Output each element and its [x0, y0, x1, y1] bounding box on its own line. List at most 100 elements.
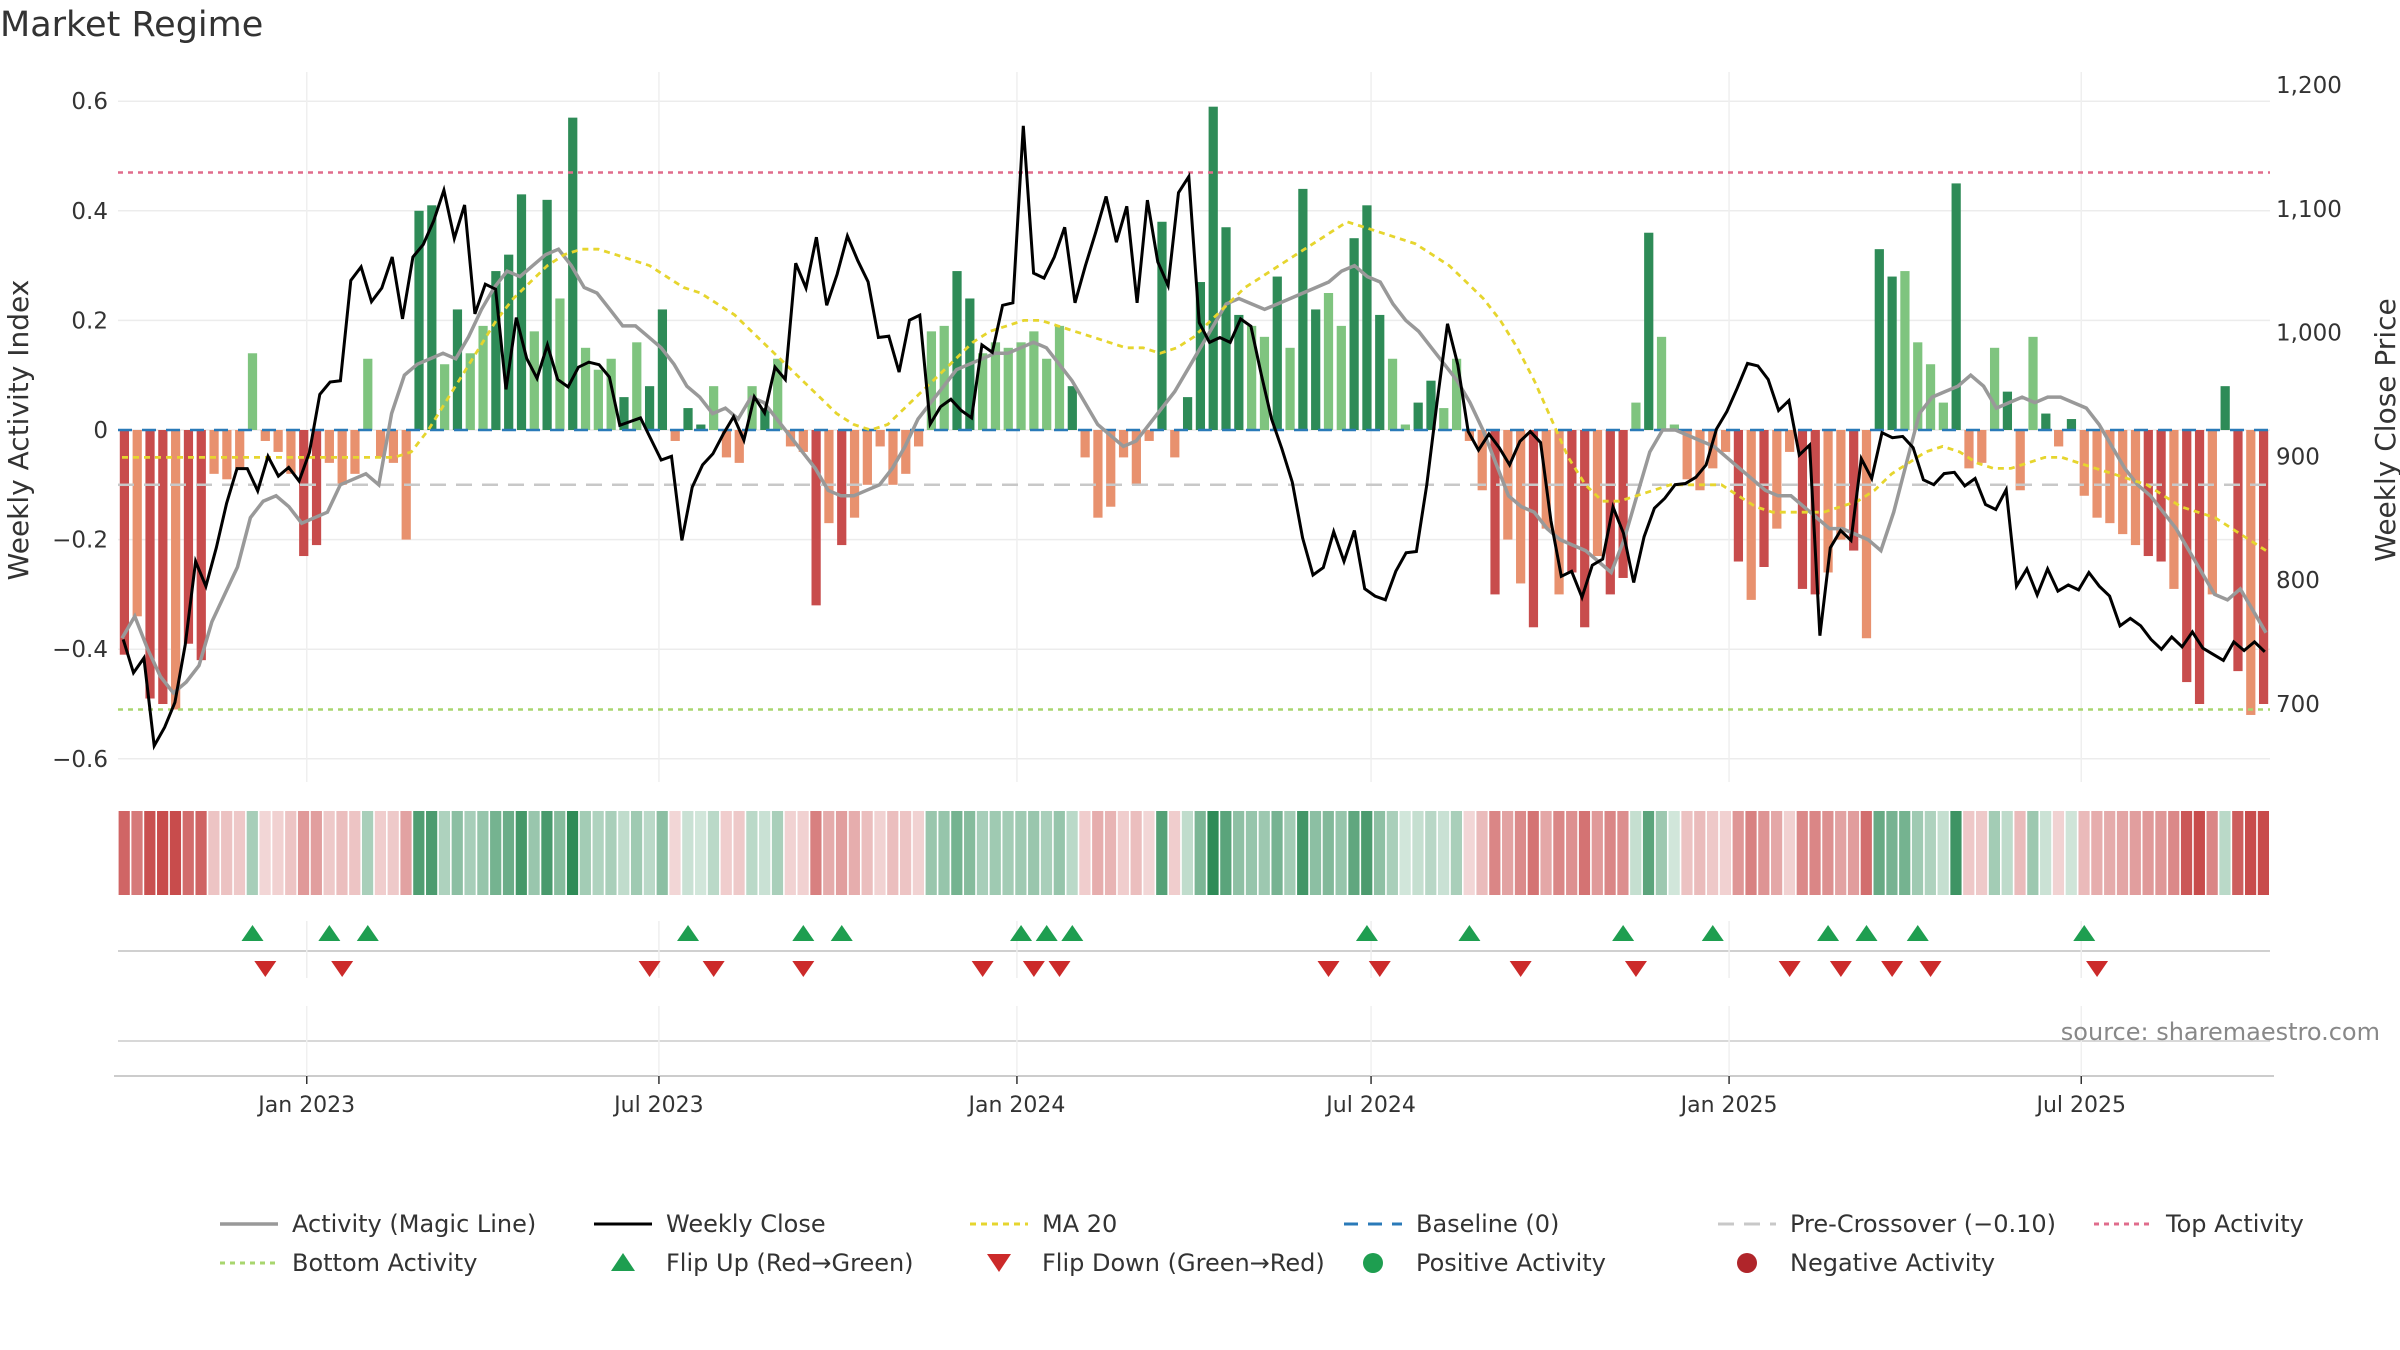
right-tick-label: 700 [2276, 692, 2320, 718]
flip-down-marker [1778, 961, 1801, 977]
regime-cell [1079, 811, 1091, 895]
activity-bar [2015, 430, 2025, 491]
flip-up-marker [356, 925, 379, 941]
regime-cell [438, 811, 451, 895]
activity-bar [465, 353, 475, 430]
regime-cell [169, 811, 182, 895]
regime-cell [1719, 811, 1731, 895]
regime-cell [1207, 811, 1219, 895]
left-tick-label: 0.4 [71, 199, 108, 225]
activity-bar [171, 430, 181, 710]
activity-bar [235, 430, 245, 469]
series-lines [120, 125, 2268, 751]
activity-bar [1311, 309, 1321, 430]
flip-up-marker [241, 925, 264, 941]
legend-label: Positive Activity [1416, 1249, 1606, 1277]
regime-cell [643, 811, 655, 895]
activity-bar [1669, 424, 1679, 430]
regime-cell [707, 811, 720, 895]
regime-cell [1015, 811, 1027, 895]
activity-bar [1656, 336, 1667, 430]
legend-label: Activity (Magic Line) [292, 1210, 536, 1238]
regime-cell [1937, 811, 1949, 895]
regime-cell [887, 811, 899, 895]
activity-bar [440, 364, 450, 430]
regime-cell [1156, 811, 1168, 895]
activity-bar [734, 430, 744, 463]
regime-cell [2244, 811, 2257, 895]
regime-cell [246, 811, 258, 895]
activity-bar [1426, 380, 1436, 430]
level-lines [118, 171, 2270, 711]
regime-cell [1963, 811, 1975, 895]
regime-cell [1758, 811, 1770, 895]
activity-bar [990, 342, 1001, 430]
regime-cell [605, 811, 617, 895]
activity-bar [1823, 430, 1833, 573]
activity-bar [260, 430, 270, 441]
activity-bar [516, 194, 527, 430]
regime-cell [1220, 811, 1232, 895]
activity-bar [670, 430, 680, 441]
activity-bar [849, 430, 860, 518]
activity-bar [2220, 386, 2230, 430]
regime-cell [1181, 811, 1193, 895]
activity-bar [1451, 358, 1462, 430]
flip-down-marker [638, 961, 661, 977]
activity-bar [2041, 413, 2051, 430]
activity-bar [1605, 430, 1615, 595]
legend-label: MA 20 [1042, 1210, 1117, 1238]
activity-bar [1528, 430, 1539, 628]
regime-cell [1386, 811, 1398, 895]
regime-cell [695, 811, 707, 895]
activity-bar [696, 424, 706, 430]
x-tick-label: Jan 2023 [256, 1093, 355, 1118]
flip-markers [118, 921, 2270, 978]
regime-cell [1732, 811, 1744, 895]
regime-cell [195, 811, 207, 895]
activity-bar [773, 358, 783, 430]
activity-bar [2207, 430, 2217, 595]
activity-bar [542, 199, 552, 430]
activity-bar [709, 386, 719, 430]
regime-cell [374, 811, 386, 895]
regime-cell [1284, 811, 1296, 895]
regime-cell [976, 811, 989, 895]
regime-cell [323, 811, 335, 895]
regime-cell [1566, 811, 1578, 895]
activity-bar [1938, 402, 1948, 430]
flip-down-marker [1829, 961, 1852, 977]
regime-cell [2091, 811, 2103, 895]
activity-bar [452, 309, 463, 430]
flip-down-marker [1881, 961, 1904, 977]
regime-cell [477, 811, 489, 895]
activity-bar [1106, 430, 1116, 507]
activity-bar [1054, 325, 1065, 430]
activity-bar [299, 430, 309, 557]
activity-bar [132, 430, 142, 617]
regime-cell [1681, 811, 1693, 895]
regime-cell [759, 811, 771, 895]
activity-bar [1285, 347, 1295, 430]
x-tick-label: Jan 2024 [966, 1093, 1065, 1118]
activity-bar [183, 430, 194, 644]
regime-cell [541, 811, 553, 895]
regime-cell [515, 811, 527, 895]
legend-item: MA 20 [970, 1210, 1117, 1238]
activity-bar [2169, 430, 2179, 589]
activity-bar [2092, 430, 2102, 518]
regime-cell [1437, 811, 1450, 895]
activity-bar [286, 430, 296, 474]
regime-cell [1322, 811, 1334, 895]
flip-down-marker [1624, 961, 1647, 977]
right-tick-label: 1,200 [2276, 73, 2342, 99]
regime-cell [426, 811, 438, 895]
regime-cell [1860, 811, 1872, 895]
activity-bar [568, 117, 578, 430]
regime-cell [951, 811, 963, 895]
regime-cell [1796, 811, 1808, 895]
regime-cell [1822, 811, 1834, 895]
legend-item: Bottom Activity [220, 1249, 477, 1277]
regime-cell [2206, 811, 2218, 895]
activity-bar [1874, 249, 1884, 430]
